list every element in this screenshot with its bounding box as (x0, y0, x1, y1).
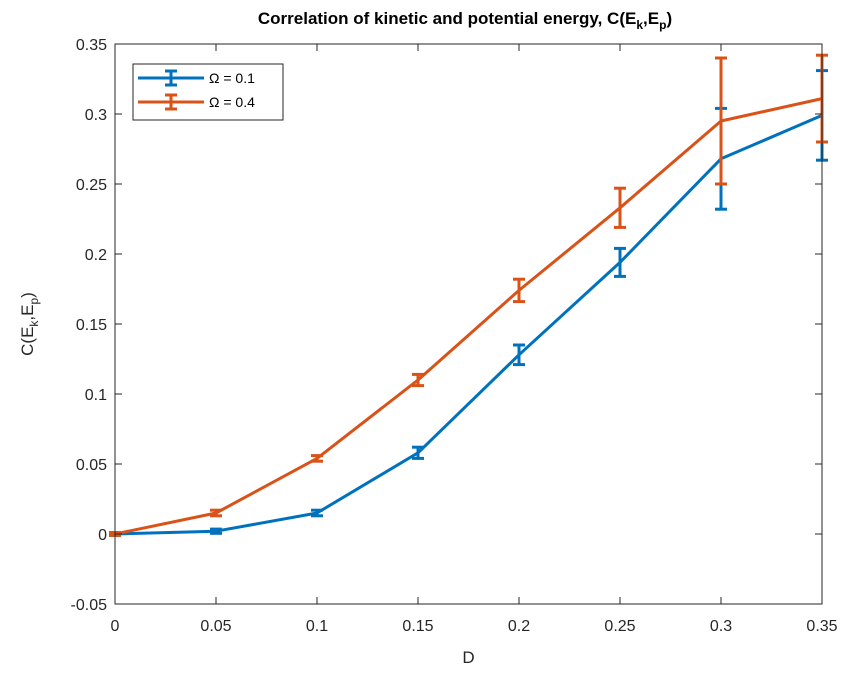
series-line (114, 97, 823, 536)
legend-item: Ω = 0.4 (138, 93, 255, 111)
y-tick-label: 0.15 (76, 317, 107, 334)
y-tick-label: 0.25 (76, 177, 107, 194)
x-tick-label: 0.15 (402, 618, 433, 635)
legend-label: Ω = 0.4 (209, 94, 255, 110)
x-tick-label: 0.2 (508, 618, 530, 635)
chart-title: Correlation of kinetic and potential ene… (258, 9, 672, 32)
x-tick-label: 0.25 (604, 618, 635, 635)
y-tick-label: 0.35 (76, 37, 107, 54)
error-bar (513, 343, 525, 367)
plot-area (115, 44, 822, 604)
error-bar (210, 527, 222, 535)
legend-box (132, 63, 284, 121)
x-tick-label: 0.1 (306, 618, 328, 635)
y-tick-label: 0.1 (85, 387, 107, 404)
legend: Ω = 0.1 Ω = 0.4 (132, 63, 284, 121)
y-axis-label: C(Ek,Ep) (18, 292, 41, 356)
error-bar (614, 186, 626, 229)
error-bar (715, 56, 727, 186)
y-tick-label: 0.05 (76, 457, 107, 474)
error-bar (614, 246, 626, 278)
x-tick-label: 0 (111, 618, 120, 635)
y-tick-label: 0.2 (85, 247, 107, 264)
x-tick-label: 0.35 (806, 618, 837, 635)
x-axis-label: D (462, 648, 474, 667)
y-tick-label: -0.05 (71, 597, 108, 614)
error-bar (412, 445, 424, 460)
x-tick-label: 0.05 (200, 618, 231, 635)
error-bar (513, 277, 525, 304)
axis-ticks: 0 0.05 0.1 0.15 0.2 0.25 0.3 0.35-0.0500.050.10… (71, 37, 838, 635)
y-tick-label: 0 (98, 527, 107, 544)
x-tick-label: 0.3 (710, 618, 732, 635)
error-bar (311, 454, 323, 463)
error-bar (412, 372, 424, 388)
error-bar (311, 508, 323, 518)
y-tick-label: 0.3 (85, 107, 107, 124)
legend-item: Ω = 0.1 (138, 69, 255, 87)
error-bar (210, 508, 222, 518)
legend-label: Ω = 0.1 (209, 70, 255, 86)
series-line (114, 114, 823, 536)
plot-box (114, 43, 823, 605)
